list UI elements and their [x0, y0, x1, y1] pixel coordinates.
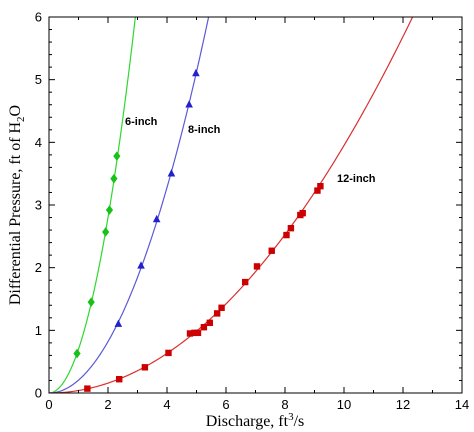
data-point-8-inch — [192, 68, 200, 77]
y-tick-label: 0 — [35, 386, 42, 401]
data-point-12-inch — [268, 247, 275, 254]
data-point-12-inch — [283, 231, 290, 239]
x-axis-title: Discharge, ft3/s — [206, 411, 305, 430]
fit-curve-6-inch — [49, 17, 136, 393]
axis-ticks — [48, 16, 463, 394]
data-point-8-inch — [114, 319, 123, 327]
data-point-12-inch — [194, 329, 202, 337]
data-point-12-inch — [141, 364, 149, 371]
data-point-12-inch — [317, 183, 324, 190]
x-tick-label: 2 — [104, 397, 111, 412]
x-tick-label: 14 — [455, 397, 469, 412]
y-tick-label: 5 — [35, 72, 42, 87]
data-point-12-inch — [186, 330, 194, 337]
y-tick-labels: 0 1 2 3 4 5 6 — [35, 10, 42, 401]
x-tick-label: 12 — [396, 397, 410, 412]
data-point-12-inch — [200, 324, 208, 331]
y-axis-title: Differential Pressure, ft of H2O — [7, 105, 27, 305]
x-tick-label: 4 — [163, 397, 170, 412]
data-point-12-inch — [191, 329, 198, 337]
data-point-12-inch — [213, 310, 221, 317]
data-point-12-inch — [206, 319, 213, 327]
data-point-6-inch — [102, 227, 110, 237]
fit-curves — [49, 17, 414, 393]
data-point-8-inch — [137, 261, 145, 269]
x-tick-label: 6 — [222, 397, 229, 412]
fit-curve-8-inch — [49, 17, 210, 393]
fit-curve-12-inch — [49, 17, 414, 393]
data-markers — [73, 68, 324, 392]
y-tick-label: 2 — [35, 260, 42, 275]
data-point-12-inch — [253, 263, 261, 270]
series-label-8-inch: 8-inch — [188, 124, 221, 136]
data-point-6-inch — [105, 205, 114, 215]
y-tick-label: 4 — [35, 135, 42, 150]
data-point-12-inch — [287, 224, 295, 232]
x-tick-label: 10 — [337, 397, 351, 412]
y-tick-label: 1 — [35, 323, 42, 338]
data-point-6-inch — [73, 348, 81, 359]
x-tick-label: 0 — [45, 397, 52, 412]
data-point-12-inch — [84, 385, 91, 392]
data-point-12-inch — [165, 349, 172, 357]
data-point-12-inch — [241, 278, 249, 286]
data-point-8-inch — [167, 169, 176, 177]
x-tick-label: 8 — [281, 397, 288, 412]
data-point-12-inch — [299, 209, 306, 217]
data-point-6-inch — [110, 173, 118, 184]
data-point-12-inch — [218, 304, 225, 311]
data-point-6-inch — [113, 151, 121, 161]
y-tick-label: 3 — [35, 198, 42, 213]
data-point-6-inch — [87, 297, 95, 307]
data-point-12-inch — [116, 376, 123, 383]
y-tick-label: 6 — [35, 10, 42, 25]
data-point-8-inch — [185, 100, 193, 108]
data-point-8-inch — [152, 214, 161, 223]
x-tick-labels: 0 2 4 6 8 10 12 14 — [45, 397, 469, 412]
series-label-12-inch: 12-inch — [337, 173, 376, 185]
series-label-6-inch: 6-inch — [125, 116, 158, 128]
data-point-12-inch — [314, 187, 321, 194]
